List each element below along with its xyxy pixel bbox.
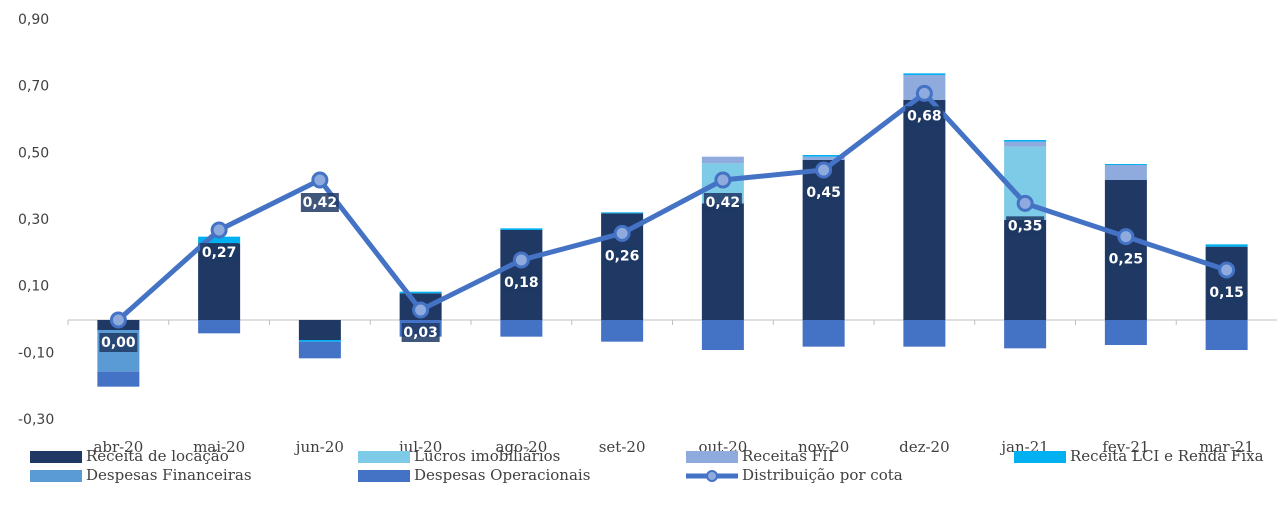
bar-segment <box>802 155 845 157</box>
y-tick-label: 0,90 <box>18 12 49 28</box>
legend-label: Lucros imobiliários <box>414 447 560 465</box>
label-bg <box>804 183 843 202</box>
line-marker <box>1016 194 1034 212</box>
bar-segment <box>198 320 241 334</box>
data-label: 0,68 <box>907 108 942 124</box>
legend-label: Receita LCI e Renda Fixa <box>1070 447 1264 465</box>
y-tick-label: 0,10 <box>18 279 49 295</box>
data-label: 0,35 <box>1008 218 1043 234</box>
bar-segment <box>298 341 341 359</box>
data-label: 0,27 <box>202 245 237 261</box>
bar-segment <box>701 320 744 350</box>
line <box>116 89 1228 322</box>
legend-label: Despesas Operacionais <box>414 466 590 484</box>
label-bg <box>300 193 339 212</box>
bar-segment <box>1004 140 1047 142</box>
label-bg <box>603 246 642 266</box>
bar-segment <box>701 203 744 320</box>
label-bg <box>200 243 239 262</box>
data-label: 0,42 <box>706 195 741 211</box>
data-label: 0,26 <box>605 248 640 264</box>
bar-segment <box>1004 320 1047 349</box>
legend-label: Despesas Financeiras <box>86 466 252 484</box>
line-marker <box>1218 261 1236 279</box>
line-marker <box>412 301 430 319</box>
legend-label: Distribuição por cota <box>742 466 903 484</box>
x-tick-label: mai-20 <box>193 438 245 456</box>
legend-swatch <box>30 451 82 463</box>
data-label: 0,15 <box>1209 285 1244 301</box>
legend-swatch <box>358 451 410 463</box>
line-marker <box>210 221 228 239</box>
label-bg <box>99 333 138 352</box>
line-marker <box>512 251 530 269</box>
bar-segment <box>399 291 442 294</box>
label-bg <box>905 106 944 126</box>
legend-label: Receitas FII <box>742 447 834 465</box>
label-bg <box>502 273 541 292</box>
data-label: 0,18 <box>504 275 539 291</box>
x-tick-label: dez-20 <box>899 438 950 456</box>
line-marker <box>109 311 127 329</box>
x-tick-label: fev-21 <box>1102 438 1149 456</box>
label-bg <box>401 323 440 342</box>
bar-segment <box>1205 320 1248 350</box>
bar-segment <box>1104 165 1147 180</box>
legend-swatch <box>686 451 738 463</box>
bar-segment <box>1004 220 1047 320</box>
bar-segment <box>903 100 946 320</box>
x-tick-label: nov-20 <box>798 438 849 456</box>
bar-segment <box>500 228 543 230</box>
bar-segment <box>802 320 845 347</box>
bar-segment <box>298 340 341 342</box>
y-tick-label: -0,30 <box>18 412 54 428</box>
bar-segment <box>601 212 644 214</box>
data-label: 0,25 <box>1109 252 1144 268</box>
data-label: 0,00 <box>101 335 136 351</box>
line-marker <box>714 171 732 189</box>
bar-segment <box>601 320 644 342</box>
y-tick-label: 0,50 <box>18 145 49 161</box>
legend-swatch <box>30 470 82 482</box>
line-marker <box>1117 228 1135 246</box>
y-tick-label: 0,30 <box>18 212 49 228</box>
x-tick-label: jun-20 <box>294 438 344 456</box>
bar-segment <box>903 73 946 75</box>
line-marker <box>815 161 833 179</box>
line-marker <box>311 171 329 189</box>
y-tick-label: 0,70 <box>18 79 49 95</box>
data-label: 0,42 <box>303 195 338 211</box>
line-marker <box>915 84 933 102</box>
legend-swatch <box>358 470 410 482</box>
label-bg <box>1207 283 1246 302</box>
data-label: 0,45 <box>806 185 841 201</box>
bar-segment <box>198 236 241 244</box>
label-bg <box>1106 249 1145 269</box>
legend-swatch <box>1014 451 1066 463</box>
bar-segment <box>97 371 140 387</box>
bar-segment <box>1104 164 1147 165</box>
y-tick-label: -0,10 <box>18 345 54 361</box>
line-marker <box>613 224 631 242</box>
x-tick-label: set-20 <box>599 438 646 456</box>
label-bg <box>1006 216 1045 236</box>
bar-segment <box>1104 320 1147 345</box>
bar-segment <box>298 320 341 340</box>
label-bg <box>703 193 742 212</box>
x-tick-label: mar-21 <box>1199 438 1254 456</box>
legend-marker <box>706 470 718 482</box>
bar-segment <box>903 320 946 347</box>
x-tick-label: ago-20 <box>496 438 548 456</box>
data-label: 0,03 <box>403 325 438 341</box>
bar-segment <box>500 320 543 337</box>
legend-label: Receita de locação <box>86 447 229 465</box>
bar-segment <box>701 156 744 164</box>
bar-segment <box>1205 244 1248 247</box>
bar-segment <box>802 156 845 160</box>
x-tick-label: abr-20 <box>93 438 143 456</box>
bar-segment <box>1004 141 1047 147</box>
